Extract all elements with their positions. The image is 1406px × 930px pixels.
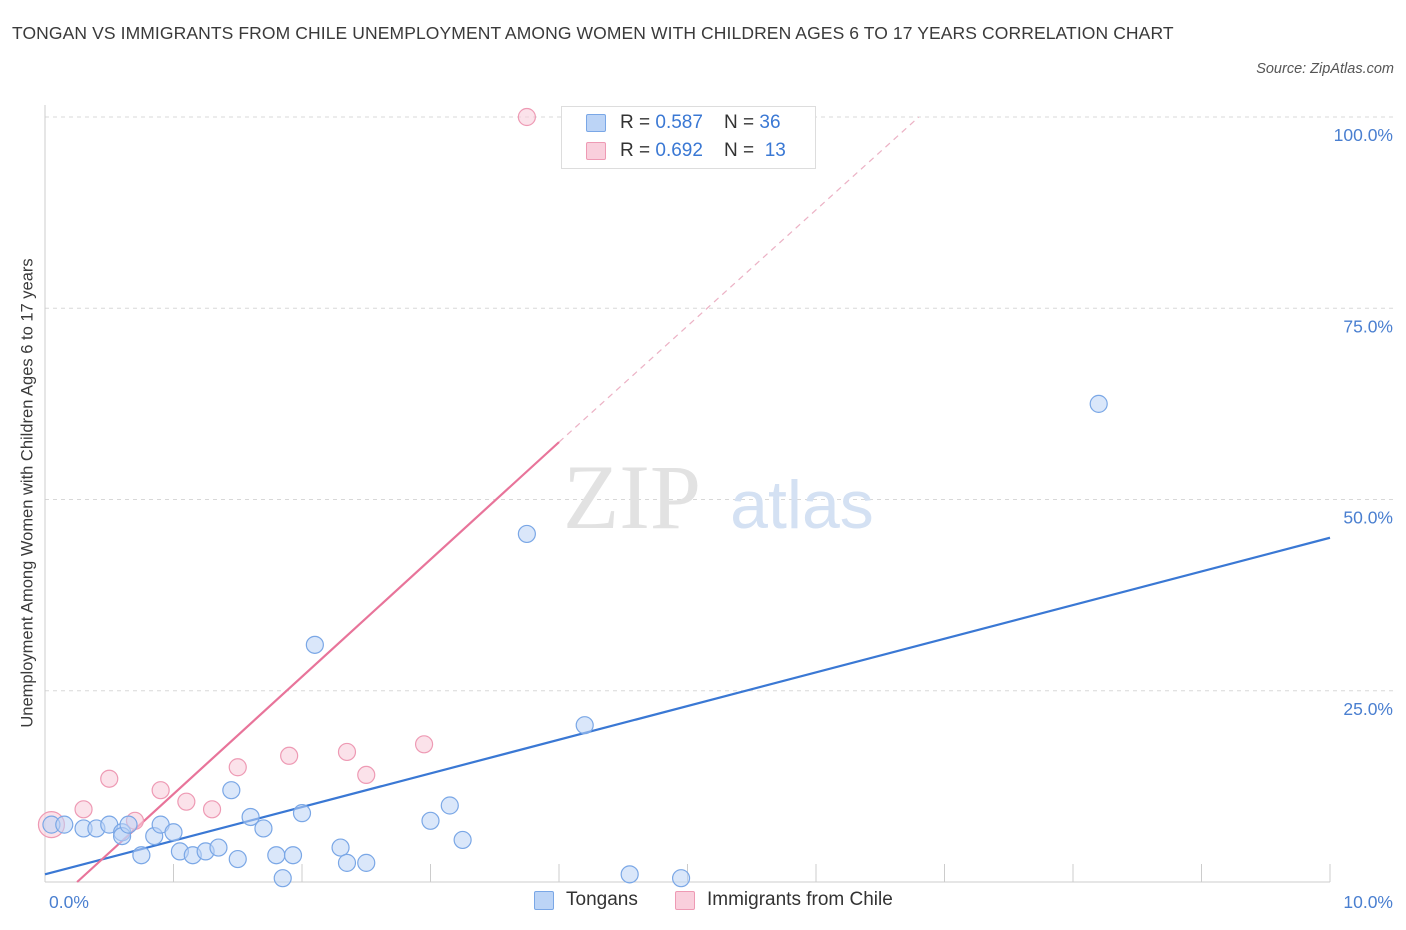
chile-point [228, 758, 247, 777]
tongans-point [671, 869, 691, 888]
bottom-legend-label-tongans: Tongans [566, 889, 638, 910]
tongans-point [1089, 394, 1108, 413]
chile-point [74, 800, 93, 819]
tongans-point [267, 846, 286, 865]
legend-n-label: N = [724, 112, 760, 133]
chile-point [100, 769, 119, 788]
tongans-point [453, 830, 472, 850]
tongans-point [620, 865, 639, 884]
tongans-point [292, 804, 312, 823]
y-tick-label: 25.0% [1343, 699, 1393, 719]
chile-point [151, 781, 170, 800]
chile-point [280, 746, 299, 765]
tongans-point [283, 846, 303, 865]
tongans-point [337, 853, 357, 872]
y-tick-label: 75.0% [1343, 316, 1393, 336]
tongans-point [305, 635, 324, 654]
watermark: ZIP atlas [563, 446, 874, 548]
chile-point [357, 765, 376, 785]
x-tick-label-min: 0.0% [49, 892, 89, 912]
bottom-legend-swatch-tongans [534, 891, 554, 910]
tongans-trend-line [44, 536, 1331, 876]
chile-point [517, 107, 536, 127]
tongans-point [222, 781, 241, 800]
tongans-point [228, 849, 247, 869]
chile-point [177, 792, 196, 811]
tongans-point [575, 716, 594, 735]
tongans-point [440, 796, 459, 815]
y-tick-label: 50.0% [1343, 508, 1393, 528]
legend-swatch-chile [586, 142, 606, 160]
tongans-point [132, 846, 151, 865]
y-tick-label: 100.0% [1334, 125, 1393, 145]
legend-swatch-tongans [586, 114, 606, 132]
chile-point [202, 800, 222, 819]
tongans-point [119, 815, 138, 834]
bottom-legend-label-chile: Immigrants from Chile [707, 889, 893, 910]
tongans-point [421, 811, 440, 830]
tongans-point [254, 819, 273, 838]
bottom-legend-swatch-chile [675, 891, 695, 910]
legend-n-label: N = [724, 140, 760, 161]
legend-tongans-n: 36 [759, 112, 781, 133]
chile-point [337, 742, 357, 762]
legend-tongans-r: 0.587 [655, 112, 703, 133]
tongans-point [273, 869, 292, 888]
tongans-point [331, 838, 350, 857]
tongans-point [517, 524, 536, 544]
grid-layer [45, 116, 1395, 692]
tongans-point [164, 823, 183, 842]
tongans-point [55, 815, 74, 834]
point-layer [37, 107, 1108, 888]
legend-r-label: R = [620, 112, 656, 133]
chart-title: TONGAN VS IMMIGRANTS FROM CHILE UNEMPLOY… [12, 23, 1174, 43]
x-tick-label-max: 10.0% [1343, 892, 1393, 912]
chile-point [414, 735, 434, 754]
chile-trend-line [76, 441, 560, 883]
tongans-point [209, 838, 228, 857]
tongans-point [241, 807, 260, 827]
watermark-zip: ZIP [563, 446, 701, 548]
legend-r-label: R = [620, 140, 656, 161]
legend-chile-r: 0.692 [655, 140, 703, 161]
tongans-point [357, 853, 376, 872]
source-credit: Source: ZipAtlas.com [1256, 61, 1394, 77]
stats-legend: R = 0.587 N = 36 R = 0.692 N = 13 [561, 106, 816, 169]
chile-trend-extension [558, 116, 920, 443]
legend-chile-n: 13 [764, 140, 786, 161]
tick-layer: 100.0% 75.0% 50.0% 25.0% 0.0% 10.0% [49, 125, 1393, 912]
watermark-atlas: atlas [730, 467, 874, 543]
